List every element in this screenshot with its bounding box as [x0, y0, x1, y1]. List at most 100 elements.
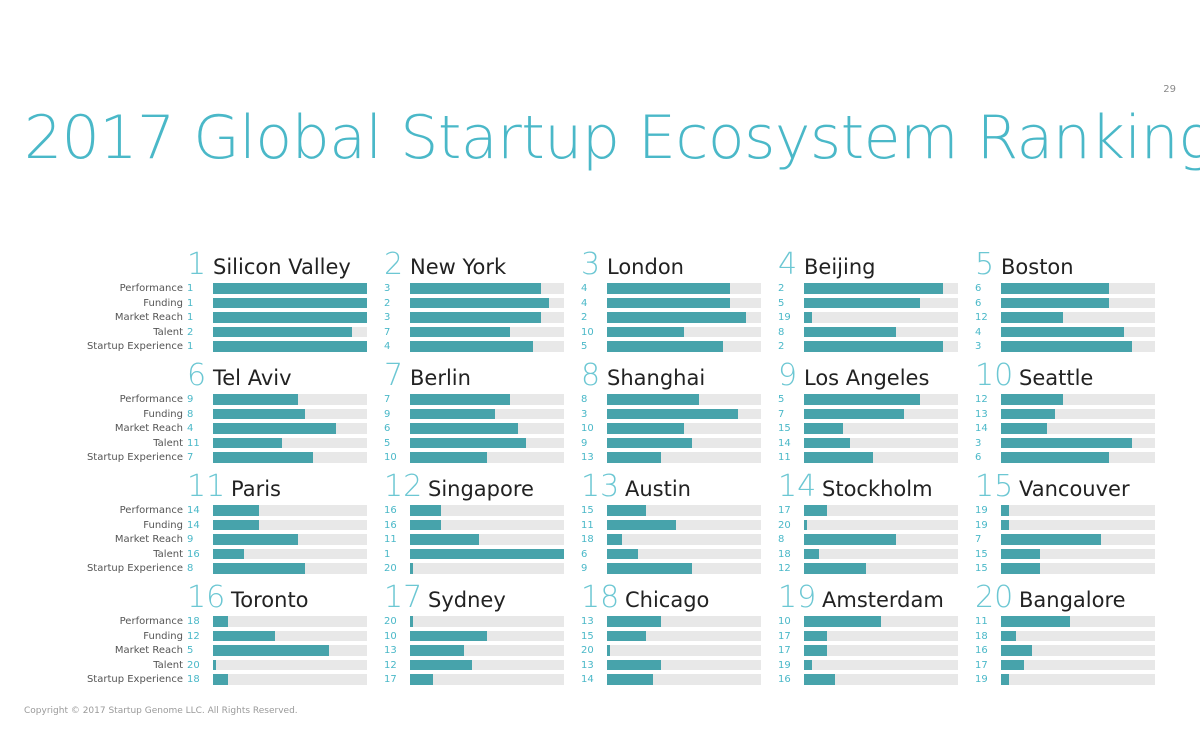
- metric-row: 11: [384, 533, 564, 548]
- metric-row: 10: [581, 422, 761, 437]
- metric-rank: 1: [187, 341, 194, 353]
- metric-rank: 7: [187, 452, 194, 464]
- bar-track: [804, 563, 958, 574]
- metric-row: Talent 16: [153, 548, 367, 563]
- metric-row: 17: [778, 644, 958, 659]
- metric-label: Funding: [143, 630, 183, 642]
- bar-track: [1001, 341, 1155, 352]
- bar: [607, 423, 684, 434]
- bar-track: [410, 437, 564, 449]
- metric-rank: 20: [778, 519, 791, 531]
- bar-track: [1001, 659, 1155, 671]
- bar: [804, 341, 943, 352]
- bar: [213, 645, 329, 656]
- metric-row: 19: [778, 659, 958, 674]
- bar-track: [410, 645, 564, 656]
- metric-rank: 12: [975, 394, 988, 405]
- metric-rank: 3: [581, 408, 588, 420]
- metric-label: Talent: [153, 437, 183, 449]
- bar-track: [804, 534, 958, 545]
- bar: [1001, 674, 1009, 685]
- bar: [607, 534, 623, 545]
- metric-rank: 15: [975, 563, 988, 575]
- metric-rank: 12: [975, 312, 988, 324]
- bar: [410, 534, 480, 545]
- bar-track: [804, 341, 958, 352]
- metric-row: 6: [975, 282, 1155, 297]
- metric-rank: 15: [581, 630, 594, 642]
- bar: [213, 312, 367, 323]
- metric-row: 16: [384, 504, 564, 519]
- metric-row: 19: [975, 519, 1155, 534]
- bar: [410, 394, 511, 405]
- bar: [213, 394, 298, 405]
- bar: [1001, 630, 1017, 642]
- bar: [607, 341, 723, 352]
- bar-track: [607, 326, 761, 338]
- metric-row: Talent 11: [153, 437, 367, 452]
- metric-rank: 5: [778, 394, 785, 405]
- metric-row: 15: [975, 562, 1155, 577]
- bar-track: [410, 394, 564, 405]
- city-header: 13 Austin: [581, 471, 771, 503]
- bar-track: [804, 312, 958, 323]
- metric-rank: 14: [975, 423, 988, 435]
- metric-row: 6: [384, 422, 564, 437]
- metric-rank: 11: [975, 616, 988, 627]
- metric-rank: 2: [187, 326, 194, 338]
- bar-track: [213, 408, 367, 420]
- metric-rank: 9: [187, 394, 194, 405]
- metric-rank: 9: [581, 437, 588, 449]
- metric-rank: 11: [581, 519, 594, 531]
- bar: [410, 616, 414, 627]
- metric-row: 17: [778, 630, 958, 645]
- metric-rank: 10: [581, 423, 594, 435]
- bar-track: [410, 505, 564, 516]
- metric-rank: 17: [384, 674, 397, 686]
- bar: [410, 645, 464, 656]
- bar: [1001, 616, 1071, 627]
- metric-rank: 14: [581, 674, 594, 686]
- bar: [213, 326, 352, 338]
- metric-rank: 19: [975, 519, 988, 531]
- bar: [804, 452, 874, 463]
- city-name: Los Angeles: [804, 366, 930, 390]
- city-header: 18 Chicago: [581, 582, 771, 614]
- bar-track: [410, 341, 564, 352]
- bar-track: [410, 283, 564, 294]
- bar-track: [1001, 505, 1155, 516]
- metric-rank: 17: [778, 505, 791, 516]
- bar-track: [213, 394, 367, 405]
- city-rank: 10: [975, 358, 1014, 393]
- bar: [410, 341, 534, 352]
- metric-row: 3: [384, 282, 564, 297]
- bar-track: [213, 563, 367, 574]
- metric-rank: 10: [384, 452, 397, 464]
- metric-rank: 1: [187, 312, 194, 324]
- bar-track: [1001, 394, 1155, 405]
- metric-row: 14: [778, 437, 958, 452]
- bar-track: [804, 408, 958, 420]
- bar-track: [607, 312, 761, 323]
- bar: [1001, 548, 1040, 560]
- metric-label: Startup Experience: [86, 674, 183, 686]
- city-header: 20 Bangalore: [975, 582, 1165, 614]
- metric-rank: 18: [778, 548, 791, 560]
- bar-track: [1001, 674, 1155, 685]
- bar-track: [804, 297, 958, 309]
- metric-rank: 8: [187, 408, 194, 420]
- metric-row: Performance 14: [120, 504, 367, 519]
- metric-row: 4: [581, 282, 761, 297]
- bar: [1001, 645, 1032, 656]
- bar: [607, 519, 677, 531]
- city-rank: 15: [975, 469, 1014, 504]
- bar-track: [607, 408, 761, 420]
- metric-row: Performance 9: [120, 393, 367, 408]
- metric-rank: 13: [975, 408, 988, 420]
- metric-row: 5: [778, 393, 958, 408]
- bar-track: [607, 297, 761, 309]
- city-rank: 12: [384, 469, 423, 504]
- metric-row: 2: [384, 297, 564, 312]
- city-rank: 19: [778, 580, 817, 615]
- city-rank: 6: [187, 358, 207, 393]
